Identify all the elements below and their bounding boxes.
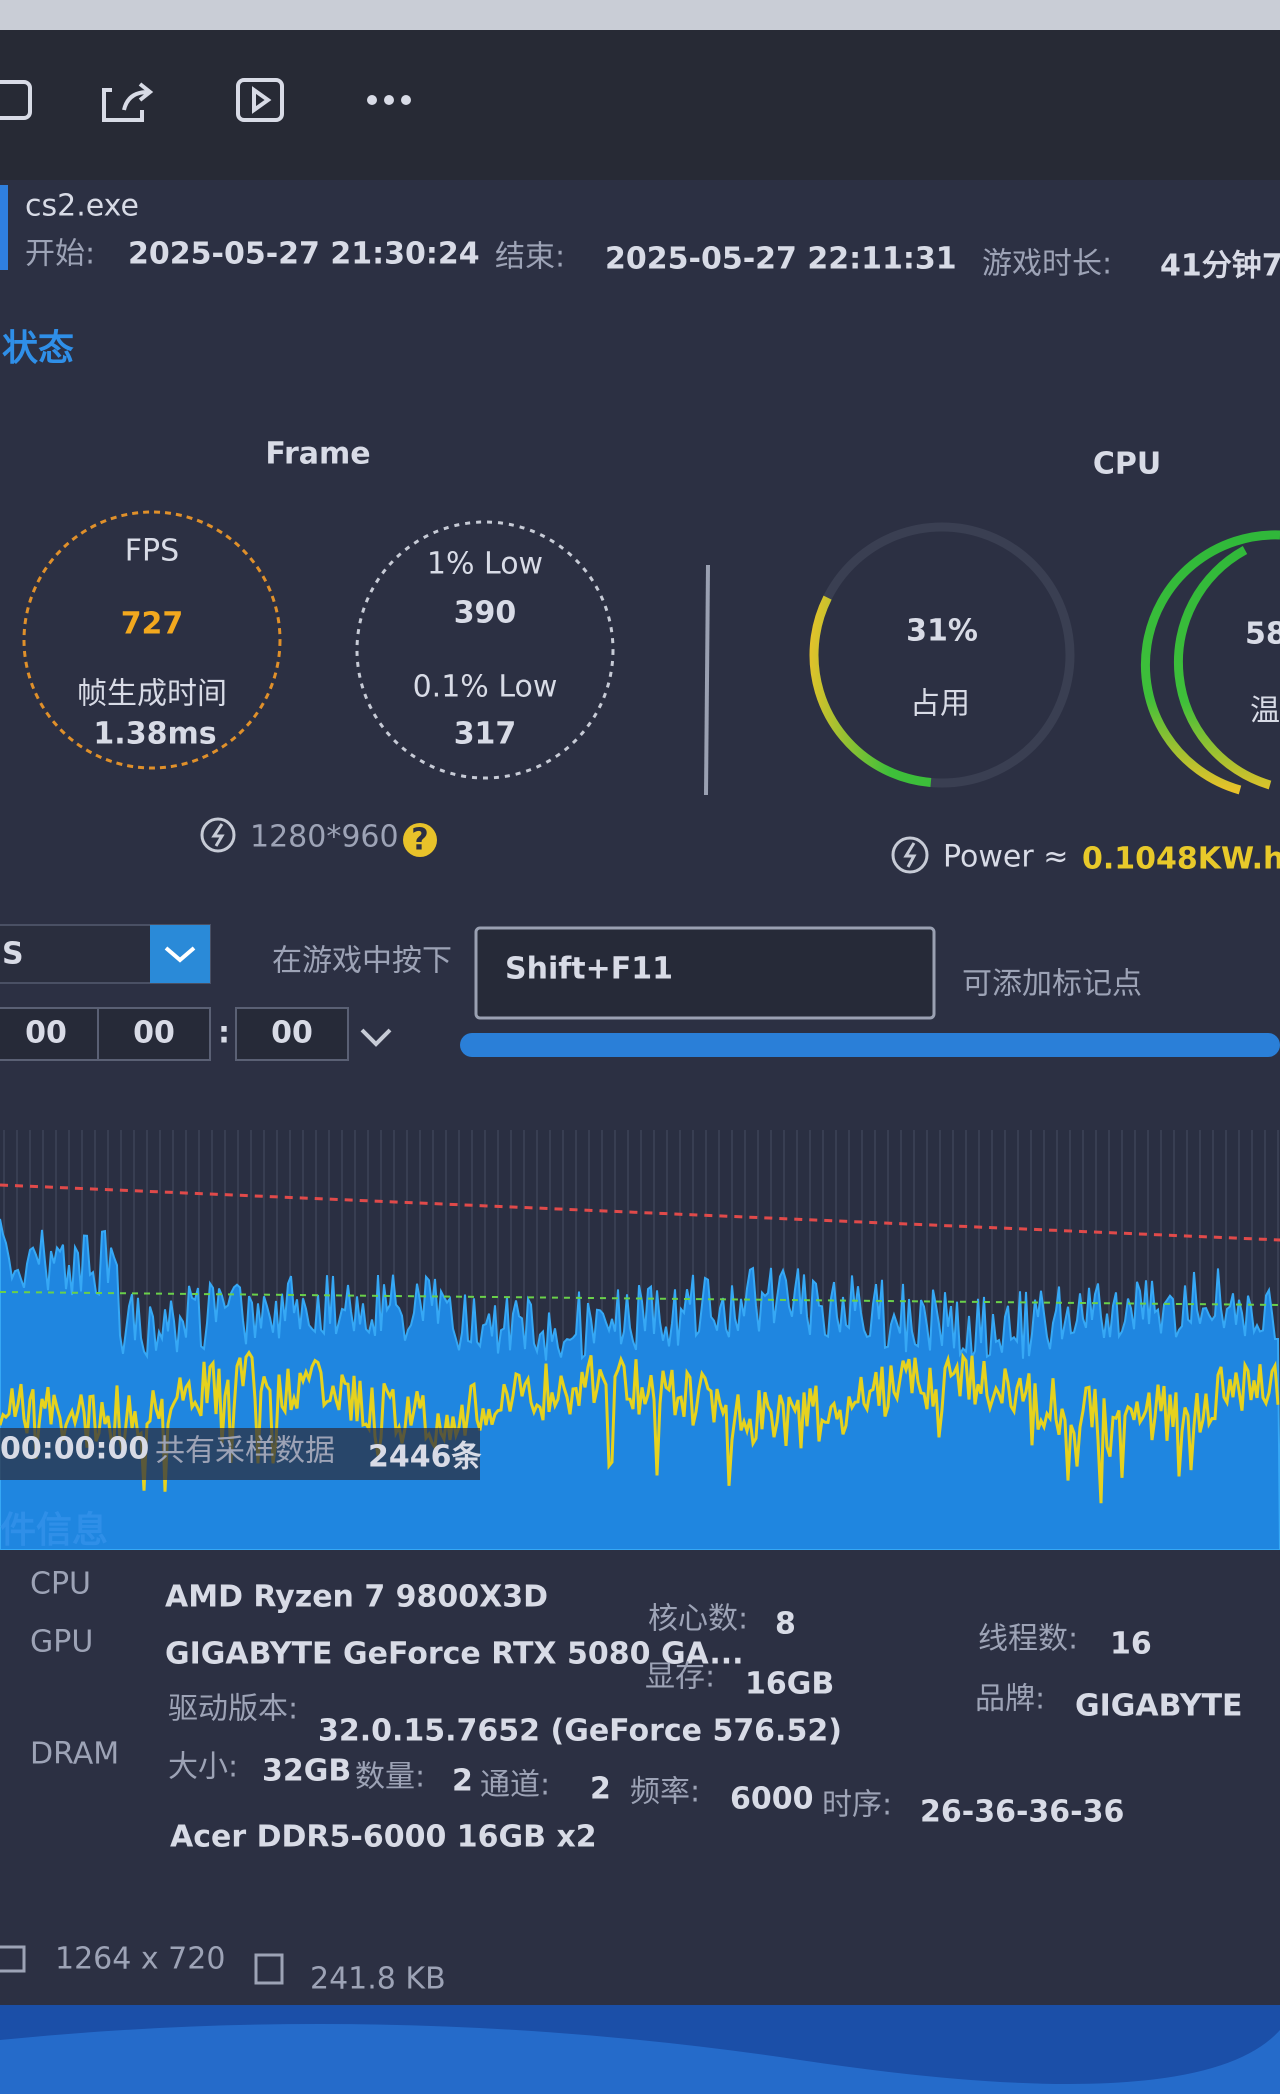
hotkey: Shift+F11	[505, 952, 673, 987]
divider	[704, 564, 710, 796]
duration: 41分钟7	[1160, 249, 1280, 284]
hotkey-hint: 可添加标记点	[962, 967, 1142, 1002]
fps-chart	[0, 1130, 1280, 1550]
count: 2	[452, 1764, 473, 1799]
wallpaper	[0, 2024, 1280, 2094]
cpu-temp: 58	[1245, 617, 1280, 652]
dram-label: DRAM	[30, 1737, 119, 1772]
time-value: 00	[133, 1016, 175, 1051]
vram-label: 显存:	[645, 1660, 715, 1695]
low1-label: 1% Low	[427, 547, 543, 582]
cores: 8	[775, 1607, 796, 1642]
help-mark: ?	[411, 823, 428, 858]
dimensions: 1264 x 720	[55, 1942, 225, 1977]
image-icon	[0, 1945, 26, 1973]
temp-gauge-arc	[1140, 530, 1280, 795]
toolbar	[0, 30, 1280, 180]
mode-value: S	[2, 937, 24, 972]
low1-value: 390	[454, 596, 517, 631]
frame-time-trace	[0, 1349, 1280, 1504]
section-title: 状态	[2, 328, 74, 369]
time-box	[0, 1007, 103, 1061]
gpu-label: GPU	[30, 1625, 93, 1660]
more-icon[interactable]	[367, 95, 411, 105]
time-selector: 00:00:00	[0, 1007, 349, 1061]
cpu-name: AMD Ryzen 7 9800X3D	[165, 1580, 548, 1615]
timing-label: 时序:	[822, 1788, 892, 1823]
file-size: 241.8 KB	[310, 1962, 446, 1997]
resolution-icon	[200, 817, 236, 853]
max-line	[0, 1183, 1280, 1242]
size-label: 大小:	[168, 1750, 238, 1785]
chevron	[164, 946, 196, 963]
cpu-title: CPU	[1093, 447, 1161, 482]
time-value: 00	[25, 1016, 67, 1051]
frame-time: 1.38ms	[93, 717, 216, 752]
channels-label: 通道:	[480, 1768, 550, 1803]
frame-time-label: 帧生成时间	[77, 677, 227, 712]
samples-label: 共有采样数据	[155, 1434, 335, 1469]
chart-time: 00:00:00	[0, 1432, 149, 1467]
power-value: 0.1048KW.h	[1082, 842, 1280, 877]
toolbar-icons[interactable]	[0, 78, 284, 122]
help-icon[interactable]	[403, 823, 437, 857]
temp-gauge	[1174, 546, 1272, 790]
brand-label: 品牌:	[975, 1682, 1045, 1717]
cpu-usage-label: 占用	[910, 687, 970, 722]
power-label: Power ≈	[943, 840, 1068, 875]
low01-label: 0.1% Low	[413, 670, 558, 705]
time-chevron[interactable]	[360, 1028, 392, 1047]
timing: 26-36-36-36	[920, 1795, 1124, 1830]
gpu-name: GIGABYTE GeForce RTX 5080 GA...	[165, 1637, 744, 1672]
time-box	[235, 1007, 349, 1061]
count-label: 数量:	[355, 1760, 425, 1795]
end-time: 2025-05-27 22:11:31	[605, 242, 957, 277]
freq: 6000	[730, 1782, 814, 1817]
time-box	[97, 1007, 211, 1061]
low-ring	[355, 520, 615, 780]
cpu-label: CPU	[30, 1567, 91, 1602]
channels: 2	[590, 1772, 611, 1807]
end-label: 结束:	[495, 240, 565, 275]
fps-ring	[22, 510, 282, 770]
cpu-gauge-arc	[809, 522, 1075, 788]
sample-badge	[0, 1428, 480, 1480]
samples: 2446条	[368, 1440, 482, 1475]
cpu-temp-label: 温	[1250, 694, 1280, 729]
driver-label: 驱动版本:	[168, 1692, 298, 1727]
freq-label: 频率:	[630, 1775, 700, 1810]
app-icon	[0, 185, 8, 270]
duration-label: 游戏时长:	[982, 247, 1112, 282]
start-time: 2025-05-27 21:30:24	[128, 237, 480, 272]
dram-name: Acer DDR5-6000 16GB x2	[170, 1820, 597, 1855]
hotkey-input[interactable]	[474, 926, 936, 1020]
progress-bar[interactable]	[460, 1033, 1280, 1057]
vram: 16GB	[745, 1667, 834, 1702]
time-value: 00	[271, 1016, 313, 1051]
fps-label: FPS	[125, 534, 179, 569]
start-label: 开始:	[25, 237, 95, 272]
size: 32GB	[262, 1754, 351, 1789]
fps-value: 727	[121, 607, 184, 642]
avg-line	[0, 1291, 1280, 1306]
threads: 16	[1110, 1627, 1152, 1662]
cpu-usage: 31%	[906, 614, 978, 649]
driver: 32.0.15.7652 (GeForce 576.52)	[318, 1714, 842, 1749]
power-icon	[891, 836, 929, 874]
cores-label: 核心数:	[648, 1602, 748, 1637]
hotkey-prompt: 在游戏中按下	[272, 944, 452, 979]
frame-title: Frame	[265, 437, 370, 472]
resolution: 1280*960	[250, 820, 399, 855]
process-name: cs2.exe	[25, 189, 139, 224]
threads-label: 线程数:	[978, 1622, 1078, 1657]
file-icon	[254, 1953, 284, 1985]
bezel	[0, 0, 1280, 30]
time-separator: :	[218, 1016, 230, 1051]
low01-value: 317	[454, 717, 517, 752]
brand: GIGABYTE	[1075, 1689, 1243, 1724]
hardware-title: 硬件信息	[0, 1510, 108, 1551]
mode-select-button[interactable]	[150, 925, 210, 983]
